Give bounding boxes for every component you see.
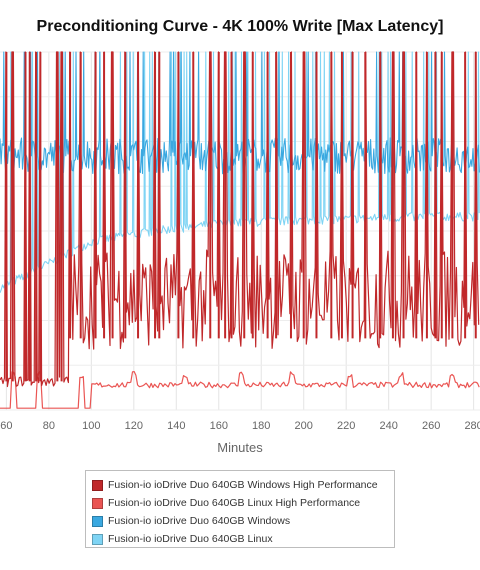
x-tick-label-4: 140 (167, 420, 185, 432)
legend-item-2: Fusion-io ioDrive Duo 640GB Windows (92, 512, 394, 530)
series-layer (0, 51, 480, 409)
legend-item-0: Fusion-io ioDrive Duo 640GB Windows High… (92, 476, 394, 494)
grid-layer (0, 51, 480, 411)
legend-label-1: Fusion-io ioDrive Duo 640GB Linux High P… (108, 497, 361, 509)
legend-item-1: Fusion-io ioDrive Duo 640GB Linux High P… (92, 494, 394, 512)
x-tick-label-9: 240 (379, 420, 397, 432)
legend-label-0: Fusion-io ioDrive Duo 640GB Windows High… (108, 479, 378, 491)
x-tick-label-3: 120 (125, 420, 143, 432)
legend: Fusion-io ioDrive Duo 640GB Windows High… (85, 470, 395, 548)
series-line-1 (0, 371, 480, 409)
x-tick-label-7: 200 (295, 420, 313, 432)
legend-swatch-2 (92, 515, 103, 527)
x-tick-label-0: 60 (0, 420, 12, 432)
x-tick-label-11: 280 (464, 420, 480, 432)
legend-item-3: Fusion-io ioDrive Duo 640GB Linux (92, 530, 394, 548)
x-tick-label-10: 260 (422, 420, 440, 432)
legend-label-2: Fusion-io ioDrive Duo 640GB Windows (108, 515, 291, 527)
x-tick-labels: 60 80 100 120 140 160 180 200 220 240 260 280 (0, 420, 480, 432)
x-tick-label-6: 180 (252, 420, 270, 432)
chart-plot: 60 80 100 120 140 160 180 200 220 240 260 280 (0, 51, 480, 432)
series-line-2 (0, 51, 480, 175)
legend-swatch-3 (92, 533, 103, 545)
x-tick-label-2: 100 (82, 420, 100, 432)
legend-swatch-1 (92, 497, 103, 509)
series-line-3 (0, 51, 480, 294)
x-tick-label-5: 160 (210, 420, 228, 432)
x-tick-label-1: 80 (43, 420, 55, 432)
x-tick-label-8: 220 (337, 420, 355, 432)
chart-title: Preconditioning Curve - 4K 100% Write [M… (36, 18, 444, 35)
legend-label-3: Fusion-io ioDrive Duo 640GB Linux (108, 533, 273, 545)
x-axis-label: Minutes (217, 440, 263, 455)
legend-swatch-0 (92, 479, 103, 491)
